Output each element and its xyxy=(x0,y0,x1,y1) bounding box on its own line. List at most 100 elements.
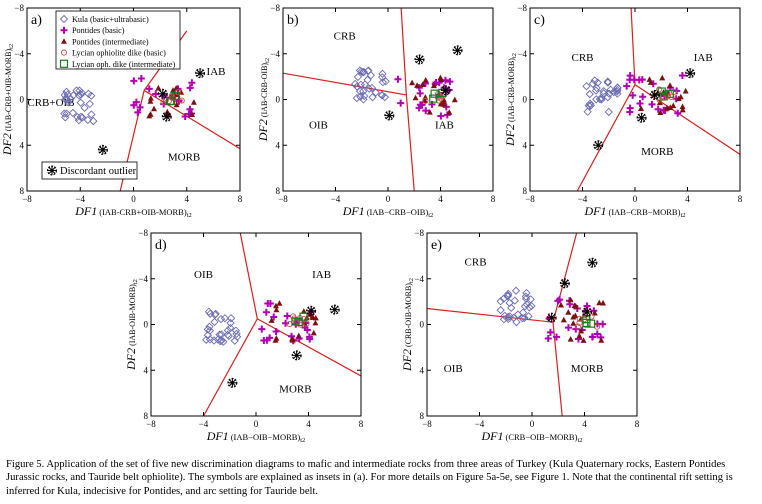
discordant-outlier-mark xyxy=(593,140,604,151)
y-tick-label: 4 xyxy=(276,140,281,150)
pontides-intermediate-point xyxy=(600,299,607,306)
pontides-basic-point xyxy=(678,72,686,80)
discordant-outlier-mark xyxy=(582,306,593,317)
kula-point xyxy=(355,87,365,96)
lycian-basic-point xyxy=(422,97,429,104)
pontides-basic-point xyxy=(272,327,280,335)
kula-point xyxy=(85,99,94,109)
panel-label: e) xyxy=(431,238,442,253)
discordant-outlier-mark xyxy=(291,350,302,361)
pontides-basic-point xyxy=(270,313,278,321)
discordant-outlier-mark xyxy=(440,85,451,96)
x-tick-label: 0 xyxy=(530,419,535,429)
kula-point xyxy=(518,308,528,317)
kula-point xyxy=(223,330,232,339)
kula-point xyxy=(606,85,615,94)
pontides-basic-point xyxy=(446,78,454,86)
x-tick-label: 4 xyxy=(306,419,311,429)
discordant-outlier-mark xyxy=(636,112,647,123)
discordant-outlier-mark xyxy=(227,377,238,388)
pontides-intermediate-point xyxy=(571,302,578,309)
field-boundary-line xyxy=(427,307,554,323)
pontides-basic-point xyxy=(303,326,311,334)
field-label: MORB xyxy=(641,146,673,158)
kula-point xyxy=(604,107,613,117)
pontides-basic-point xyxy=(258,325,266,333)
field-label: OIB xyxy=(444,363,463,375)
kula-point xyxy=(525,303,534,312)
kula-point xyxy=(496,305,505,315)
pontides-intermediate-point xyxy=(276,300,283,306)
kula-point xyxy=(363,66,373,76)
y-tick-label: 4 xyxy=(144,365,149,375)
pontides-intermediate-point xyxy=(663,104,670,111)
pontides-intermediate-point xyxy=(576,332,583,339)
kula-point xyxy=(87,110,96,119)
pontides-intermediate-point xyxy=(310,329,317,336)
field-boundary-line xyxy=(257,318,361,377)
legend-symbol xyxy=(60,49,68,56)
kula-point xyxy=(585,89,594,99)
kula-point xyxy=(359,67,368,77)
x-tick-label: 4 xyxy=(582,419,587,429)
field-label: CRB xyxy=(334,30,356,42)
kula-point xyxy=(68,108,78,118)
kula-point xyxy=(527,301,536,311)
legend-symbol xyxy=(59,59,69,68)
pontides-intermediate-point xyxy=(268,317,275,323)
x-axis-label: DF1 (IAB−CRB−MORB)t2 xyxy=(584,204,686,219)
field-label: MORB xyxy=(168,152,200,164)
field-boundary-line xyxy=(552,233,578,323)
field-label: MORB xyxy=(279,384,311,396)
kula-point xyxy=(226,318,235,328)
field-label: CRB xyxy=(465,257,487,269)
pontides-basic-point xyxy=(674,109,682,117)
y-tick-label: 0 xyxy=(523,95,528,105)
kula-point xyxy=(206,309,215,318)
pontides-basic-point xyxy=(635,76,643,84)
data-symbols xyxy=(496,257,607,343)
lycian-basic-point xyxy=(178,97,185,104)
pontides-basic-point xyxy=(553,333,561,341)
pontides-basic-point xyxy=(394,75,402,83)
data-symbols xyxy=(202,300,340,388)
pontides-basic-point xyxy=(629,91,637,99)
y-tick-label: −4 xyxy=(414,274,424,284)
y-tick-label: −8 xyxy=(14,3,24,13)
kula-point xyxy=(503,292,512,301)
pontides-intermediate-point xyxy=(309,314,316,321)
lycian-basic-point xyxy=(574,323,581,330)
kula-point xyxy=(503,312,513,322)
kula-point xyxy=(75,86,84,95)
kula-point xyxy=(205,326,215,335)
pontides-intermediate-point xyxy=(190,99,197,105)
kula-point xyxy=(62,87,71,96)
pontides-intermediate-point xyxy=(414,82,421,88)
pontides-basic-point xyxy=(639,93,647,101)
data-symbols xyxy=(60,68,206,155)
kula-point xyxy=(592,83,601,93)
y-axis-label: DF2(IAB-CRB-MORB)t2 xyxy=(503,53,518,147)
field-boundary-line xyxy=(143,89,240,150)
kula-point xyxy=(205,322,214,331)
kula-point xyxy=(80,103,89,112)
x-tick-label: −8 xyxy=(525,194,535,204)
legend-label: Pontides (intermediate) xyxy=(72,37,149,46)
kula-point xyxy=(511,286,521,295)
kula-point xyxy=(599,87,608,96)
kula-point xyxy=(73,112,82,122)
x-axis-label: DF1 (IAB−CRB−OIB)t2 xyxy=(342,204,434,219)
pontides-basic-point xyxy=(589,333,597,341)
pontides-intermediate-point xyxy=(572,312,579,319)
pontides-intermediate-point xyxy=(598,337,605,343)
pontides-basic-point xyxy=(415,104,423,112)
discordant-outlier-mark xyxy=(559,278,570,289)
kula-point xyxy=(223,326,233,335)
legend: Kula (basic+ultrabasic) Pontides (basic) P… xyxy=(55,10,181,70)
kula-point xyxy=(76,98,85,107)
field-boundary-line xyxy=(239,233,258,319)
pontides-intermediate-point xyxy=(580,337,587,343)
pontides-intermediate-point xyxy=(679,106,686,113)
